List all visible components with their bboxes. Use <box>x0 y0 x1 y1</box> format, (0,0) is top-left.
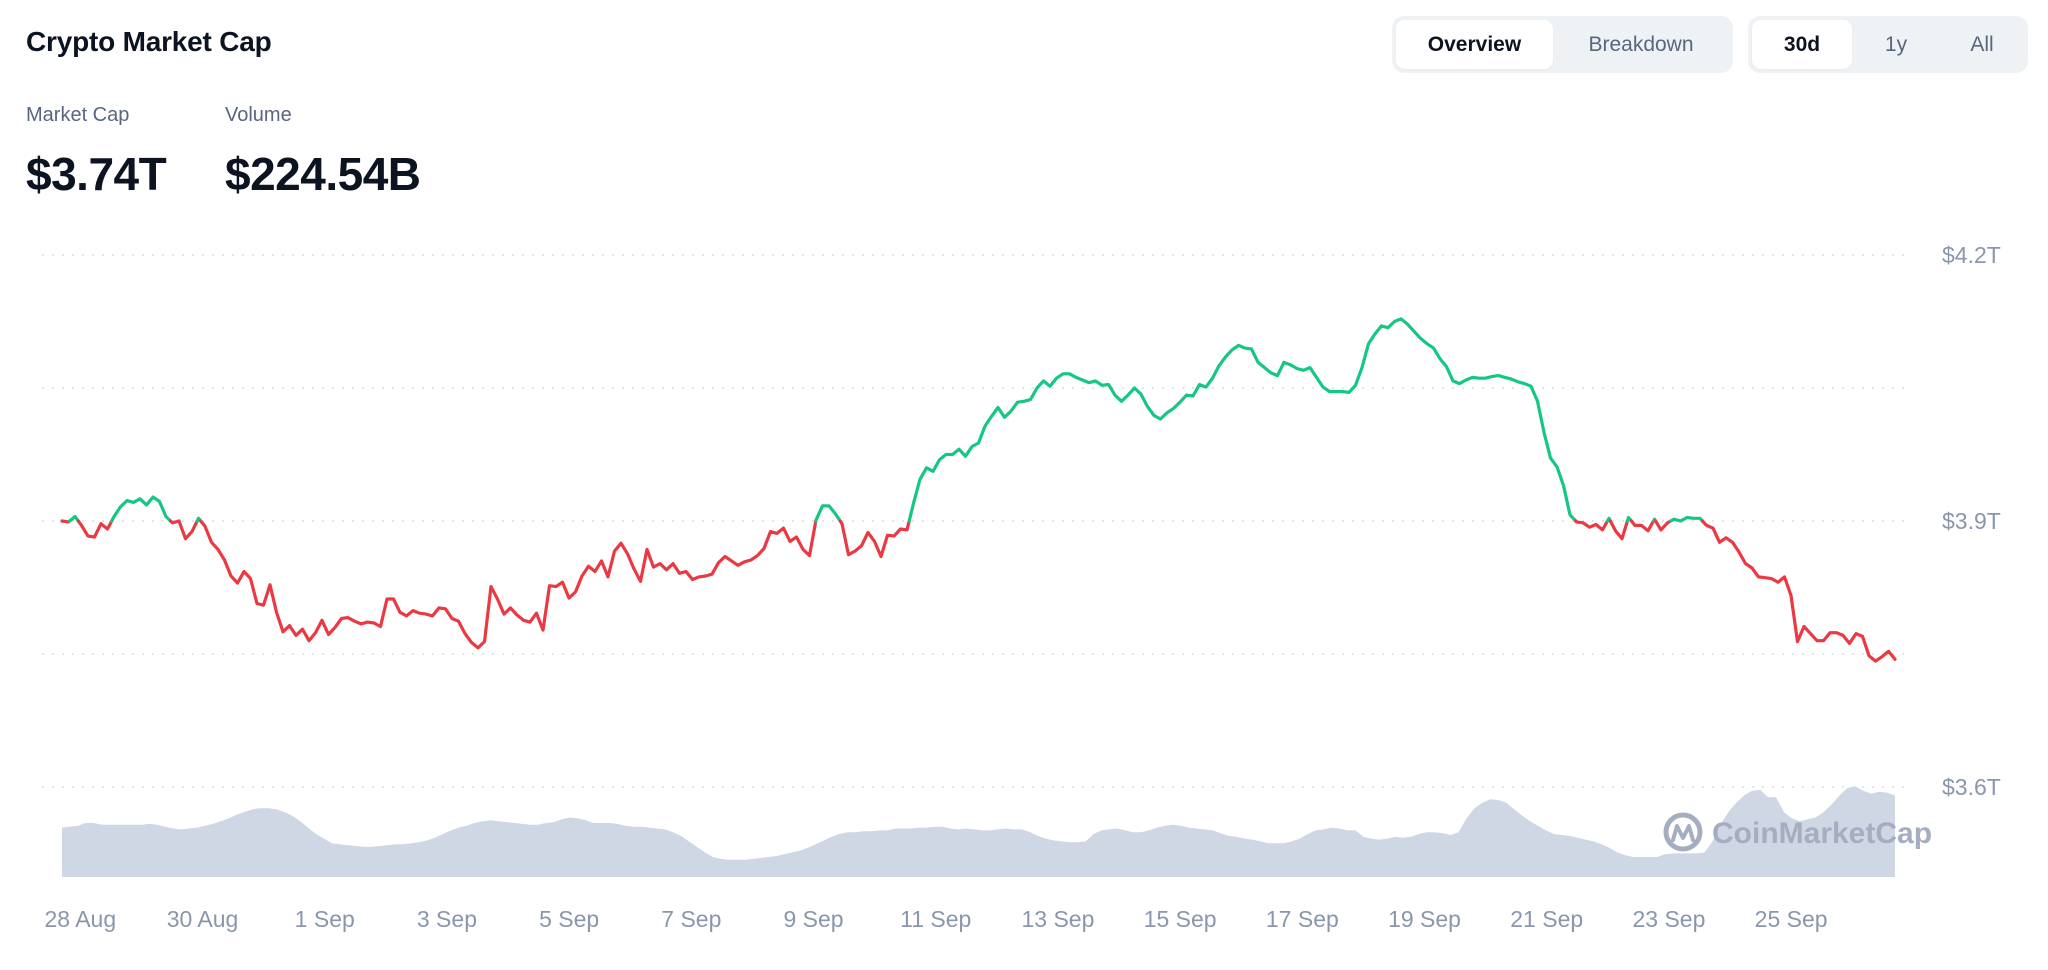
y-tick-label: $3.9T <box>1942 508 2001 534</box>
market-cap-stat: Market Cap $3.74T <box>26 104 167 201</box>
x-tick-label: 11 Sep <box>900 906 971 932</box>
range-1y-button[interactable]: 1y <box>1884 32 1908 56</box>
line-segment-down <box>1608 519 1629 541</box>
market-cap-line <box>60 317 1897 663</box>
x-axis: 28 Aug 30 Aug 1 Sep 3 Sep 5 Sep 7 Sep 9 Sep 11 … <box>45 906 1828 932</box>
coinmarketcap-logo-icon <box>1663 812 1703 852</box>
x-tick-label: 28 Aug <box>45 906 117 932</box>
line-segment-up <box>1669 515 1704 523</box>
watermark-text: CoinMarketCap <box>1712 817 1932 850</box>
x-tick-label: 13 Sep <box>1021 906 1094 932</box>
line-segment-down <box>838 519 911 559</box>
volume-stat: Volume $224.54B <box>225 104 421 201</box>
y-tick-label: $4.2T <box>1942 242 2001 268</box>
volume-label: Volume <box>225 104 292 126</box>
x-tick-label: 5 Sep <box>539 906 599 932</box>
line-segment-down <box>1654 519 1673 532</box>
line-segment-down <box>1629 519 1656 533</box>
tab-overview[interactable]: Overview <box>1396 20 1553 69</box>
x-tick-label: 19 Sep <box>1388 906 1461 932</box>
range-toggle: 30d 1y All <box>1748 16 2028 73</box>
x-tick-label: 23 Sep <box>1632 906 1705 932</box>
volume-bars <box>62 786 1895 877</box>
line-segment-up <box>907 317 1578 523</box>
gridlines <box>42 254 1908 788</box>
line-segment-down <box>76 519 114 539</box>
line-segment-up <box>110 495 173 523</box>
line-segment-down <box>169 519 181 525</box>
coinmarketcap-logo-mark-icon <box>1671 824 1695 842</box>
market-cap-value: $3.74T <box>26 148 167 200</box>
line-segment-down <box>177 519 199 541</box>
view-toggle: Overview Breakdown <box>1392 16 1733 73</box>
range-30d-button[interactable]: 30d <box>1752 20 1852 69</box>
line-segment-down <box>1574 519 1610 532</box>
x-tick-label: 17 Sep <box>1266 906 1339 932</box>
x-tick-label: 21 Sep <box>1510 906 1583 932</box>
tab-breakdown[interactable]: Breakdown <box>1588 32 1694 56</box>
x-tick-label: 25 Sep <box>1755 906 1828 932</box>
coinmarketcap-watermark: CoinMarketCap <box>1663 812 1932 852</box>
y-axis: $4.2T $3.9T $3.6T <box>1942 242 2001 800</box>
line-segment-up <box>814 504 842 523</box>
market-cap-label: Market Cap <box>26 104 130 126</box>
x-tick-label: 9 Sep <box>783 906 843 932</box>
line-segment-up <box>68 515 80 523</box>
line-segment-down <box>1700 519 1897 663</box>
x-tick-label: 1 Sep <box>295 906 355 932</box>
x-tick-label: 7 Sep <box>661 906 721 932</box>
x-tick-label: 15 Sep <box>1144 906 1217 932</box>
x-tick-label: 30 Aug <box>167 906 239 932</box>
page-title: Crypto Market Cap <box>26 26 272 57</box>
volume-value: $224.54B <box>225 148 421 200</box>
x-tick-label: 3 Sep <box>417 906 477 932</box>
line-segment-down <box>199 519 818 650</box>
volume-area <box>62 786 1895 877</box>
y-tick-label: $3.6T <box>1942 774 2001 800</box>
range-all-button[interactable]: All <box>1970 32 1994 56</box>
